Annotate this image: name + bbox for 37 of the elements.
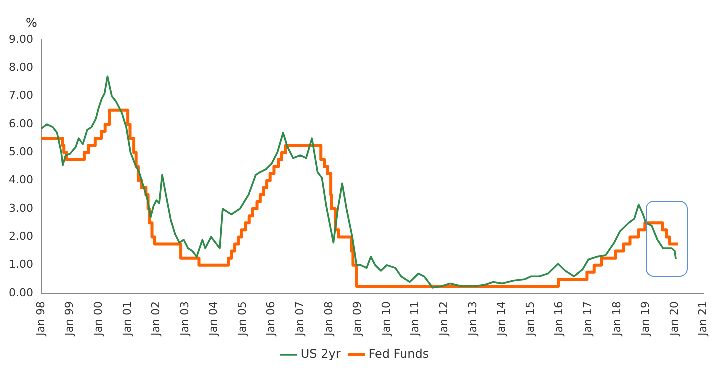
x-tick-label: Jan 00 xyxy=(92,302,105,338)
x-tick-label: Jan 04 xyxy=(207,302,220,338)
y-tick-label: 1.00 xyxy=(8,258,34,272)
y-tick-label: 5.00 xyxy=(8,146,34,159)
x-tick-label: Jan 12 xyxy=(437,302,450,338)
x-tick-label: Jan 07 xyxy=(293,302,306,338)
y-tick-label: 3.00 xyxy=(8,202,34,215)
y-axis-title: % xyxy=(26,16,38,30)
x-tick-label: Jan 99 xyxy=(63,302,76,338)
y-tick-label: 9.00 xyxy=(8,32,34,46)
x-tick-label: Jan 98 xyxy=(34,302,48,338)
y-tick-label: 8.00 xyxy=(8,61,34,74)
x-tick-label: Jan 05 xyxy=(236,302,249,338)
x-tick-label: Jan 11 xyxy=(408,302,422,338)
x-tick-label: Jan 21 xyxy=(696,302,710,338)
x-tick-label: Jan 09 xyxy=(351,302,364,338)
x-tick-label: Jan 08 xyxy=(322,302,336,338)
y-tick-label: 7.00 xyxy=(8,89,34,102)
x-tick-label: Jan 06 xyxy=(264,302,278,338)
x-tick-label: Jan 01 xyxy=(120,302,134,338)
x-tick-label: Jan 03 xyxy=(178,302,192,338)
x-tick-label: Jan 20 xyxy=(668,302,681,338)
legend-label: US 2yr xyxy=(300,347,341,362)
legend-label: Fed Funds xyxy=(368,347,430,362)
x-tick-label: Jan 16 xyxy=(552,302,566,338)
y-tick-label: 0.00 xyxy=(8,286,34,300)
y-tick-label: 2.00 xyxy=(8,230,34,244)
x-tick-label: Jan 02 xyxy=(150,302,163,338)
x-tick-label: Jan 13 xyxy=(466,302,480,338)
x-tick-label: Jan 18 xyxy=(610,302,624,338)
x-tick-label: Jan 14 xyxy=(495,302,508,338)
y-tick-label: 6.00 xyxy=(8,117,34,130)
x-tick-label: Jan 19 xyxy=(639,302,652,338)
x-tick-label: Jan 10 xyxy=(380,302,393,338)
y-tick-label: 4.00 xyxy=(8,174,34,187)
x-tick-label: Jan 17 xyxy=(581,302,594,338)
x-tick-label: Jan 15 xyxy=(524,302,537,338)
